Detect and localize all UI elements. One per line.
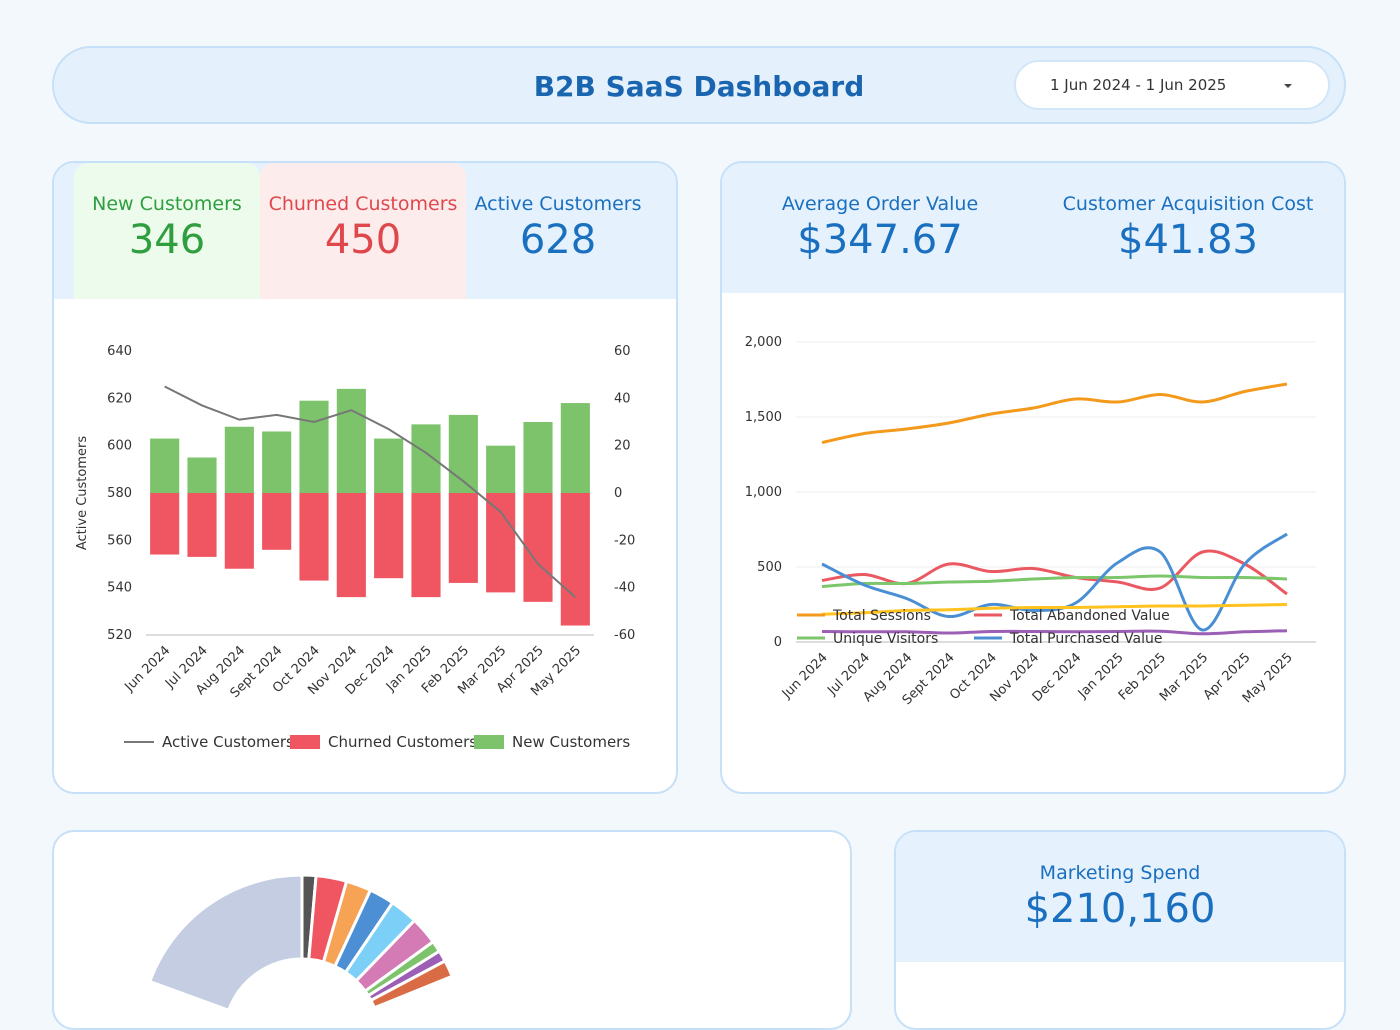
legend-label: Total Abandoned Value	[1009, 608, 1170, 624]
dashboard-title: B2B SaaS Dashboard	[533, 70, 865, 103]
y-tick-label: 520	[107, 628, 132, 643]
churned-bar	[299, 493, 329, 581]
marketing-band	[896, 832, 1344, 962]
active-customers-line	[164, 385, 576, 598]
marketing-spend-value: $210,160	[1024, 886, 1216, 932]
date-range-value: 1 Jun 2024 - 1 Jun 2025	[1050, 76, 1227, 94]
customers-panel: New Customers 346 Churned Customers 450 …	[52, 161, 678, 794]
new-bar	[150, 438, 180, 493]
marketing-panel: Marketing Spend $210,160	[894, 830, 1346, 1030]
new-customers-label: New Customers	[92, 193, 242, 215]
y-tick-label: 500	[757, 560, 782, 575]
cac-card: Customer Acquisition Cost $41.83	[1048, 163, 1328, 263]
new-customers-card: New Customers 346	[74, 163, 260, 299]
x-tick-label: Jun 2024	[122, 643, 174, 695]
donut-slice	[368, 958, 455, 1010]
new-bar	[374, 438, 404, 493]
active-customers-card: Active Customers 628	[466, 163, 650, 299]
y-tick-label: 620	[107, 391, 132, 406]
y-tick-label: 600	[107, 439, 132, 454]
y2-tick-label: -60	[614, 628, 635, 643]
cac-value: $41.83	[1118, 217, 1258, 263]
dashboard-header: B2B SaaS Dashboard 1 Jun 2024 - 1 Jun 20…	[52, 46, 1346, 124]
new-bar	[336, 388, 366, 493]
x-tick-label: Jun 2024	[779, 650, 831, 702]
churned-bar	[150, 493, 180, 555]
donut-panel	[52, 830, 852, 1030]
legend-label: Total Sessions	[832, 608, 931, 624]
legend-label: New Customers	[512, 733, 630, 751]
y2-tick-label: -40	[614, 581, 635, 596]
date-range-select[interactable]: 1 Jun 2024 - 1 Jun 2025	[1014, 60, 1330, 110]
y2-tick-label: 40	[614, 391, 631, 406]
marketing-spend-card: Marketing Spend $210,160	[896, 832, 1344, 932]
donut-slice	[147, 873, 304, 1013]
legend-label: Total Purchased Value	[1009, 631, 1163, 647]
churned-bar	[187, 493, 217, 557]
legend-swatch-churned	[290, 735, 320, 749]
churned-bar	[448, 493, 478, 583]
legend-label: Unique Visitors	[833, 631, 938, 647]
legend-label: Active Customers	[162, 733, 294, 751]
y-axis-label: Active Customers	[75, 436, 90, 550]
legend-swatch-new	[474, 735, 504, 749]
churned-bar	[560, 493, 590, 626]
y-tick-label: 640	[107, 344, 132, 359]
series-line	[821, 603, 1288, 616]
y-tick-label: 2,000	[745, 335, 782, 350]
churned-bar	[336, 493, 366, 598]
y-tick-label: 580	[107, 486, 132, 501]
series-line	[821, 629, 1288, 636]
series-line	[821, 382, 1288, 444]
series-line	[821, 574, 1288, 588]
new-bar	[262, 431, 292, 493]
churned-bar	[224, 493, 254, 569]
y-tick-label: 540	[107, 581, 132, 596]
churned-bar	[486, 493, 516, 593]
y-tick-label: 1,500	[745, 410, 782, 425]
aov-label: Average Order Value	[781, 193, 979, 215]
order-scorecard-band	[722, 163, 1344, 293]
y-tick-label: 1,000	[745, 485, 782, 500]
aov-value: $347.67	[797, 217, 963, 263]
churned-customers-value: 450	[324, 217, 402, 263]
marketing-spend-label: Marketing Spend	[1039, 862, 1201, 884]
customers-chart: 640 620 600 580 560 540 520 60 40 20 0 -20 -40 -60 Act…	[75, 344, 635, 751]
y2-tick-label: 0	[614, 486, 622, 501]
order-metrics-panel: Average Order Value $347.67 Customer Acq…	[720, 161, 1346, 794]
new-bar	[560, 403, 590, 493]
y-tick-label: 0	[774, 635, 782, 650]
new-bar	[187, 457, 217, 493]
active-customers-label: Active Customers	[474, 193, 642, 215]
new-bar	[299, 400, 329, 493]
churned-bar	[523, 493, 553, 602]
new-bar	[523, 422, 553, 493]
y2-tick-label: -20	[614, 533, 635, 548]
donut-chart	[147, 873, 455, 1013]
chevron-down-icon	[1284, 84, 1292, 88]
active-customers-value: 628	[519, 217, 597, 263]
churned-customers-label: Churned Customers	[268, 193, 458, 215]
new-customers-value: 346	[128, 217, 206, 263]
cac-label: Customer Acquisition Cost	[1062, 193, 1314, 215]
churned-customers-card: Churned Customers 450	[260, 163, 466, 299]
churned-bar	[262, 493, 292, 550]
churned-bar	[374, 493, 404, 579]
y2-tick-label: 60	[614, 344, 631, 359]
series-line	[821, 549, 1288, 596]
y2-tick-label: 20	[614, 439, 631, 454]
new-bar	[224, 426, 254, 493]
y-tick-label: 560	[107, 533, 132, 548]
churned-bar	[411, 493, 441, 598]
new-bar	[411, 424, 441, 493]
new-bar	[486, 445, 516, 493]
aov-card: Average Order Value $347.67	[742, 163, 1018, 263]
legend-label: Churned Customers	[328, 733, 477, 751]
